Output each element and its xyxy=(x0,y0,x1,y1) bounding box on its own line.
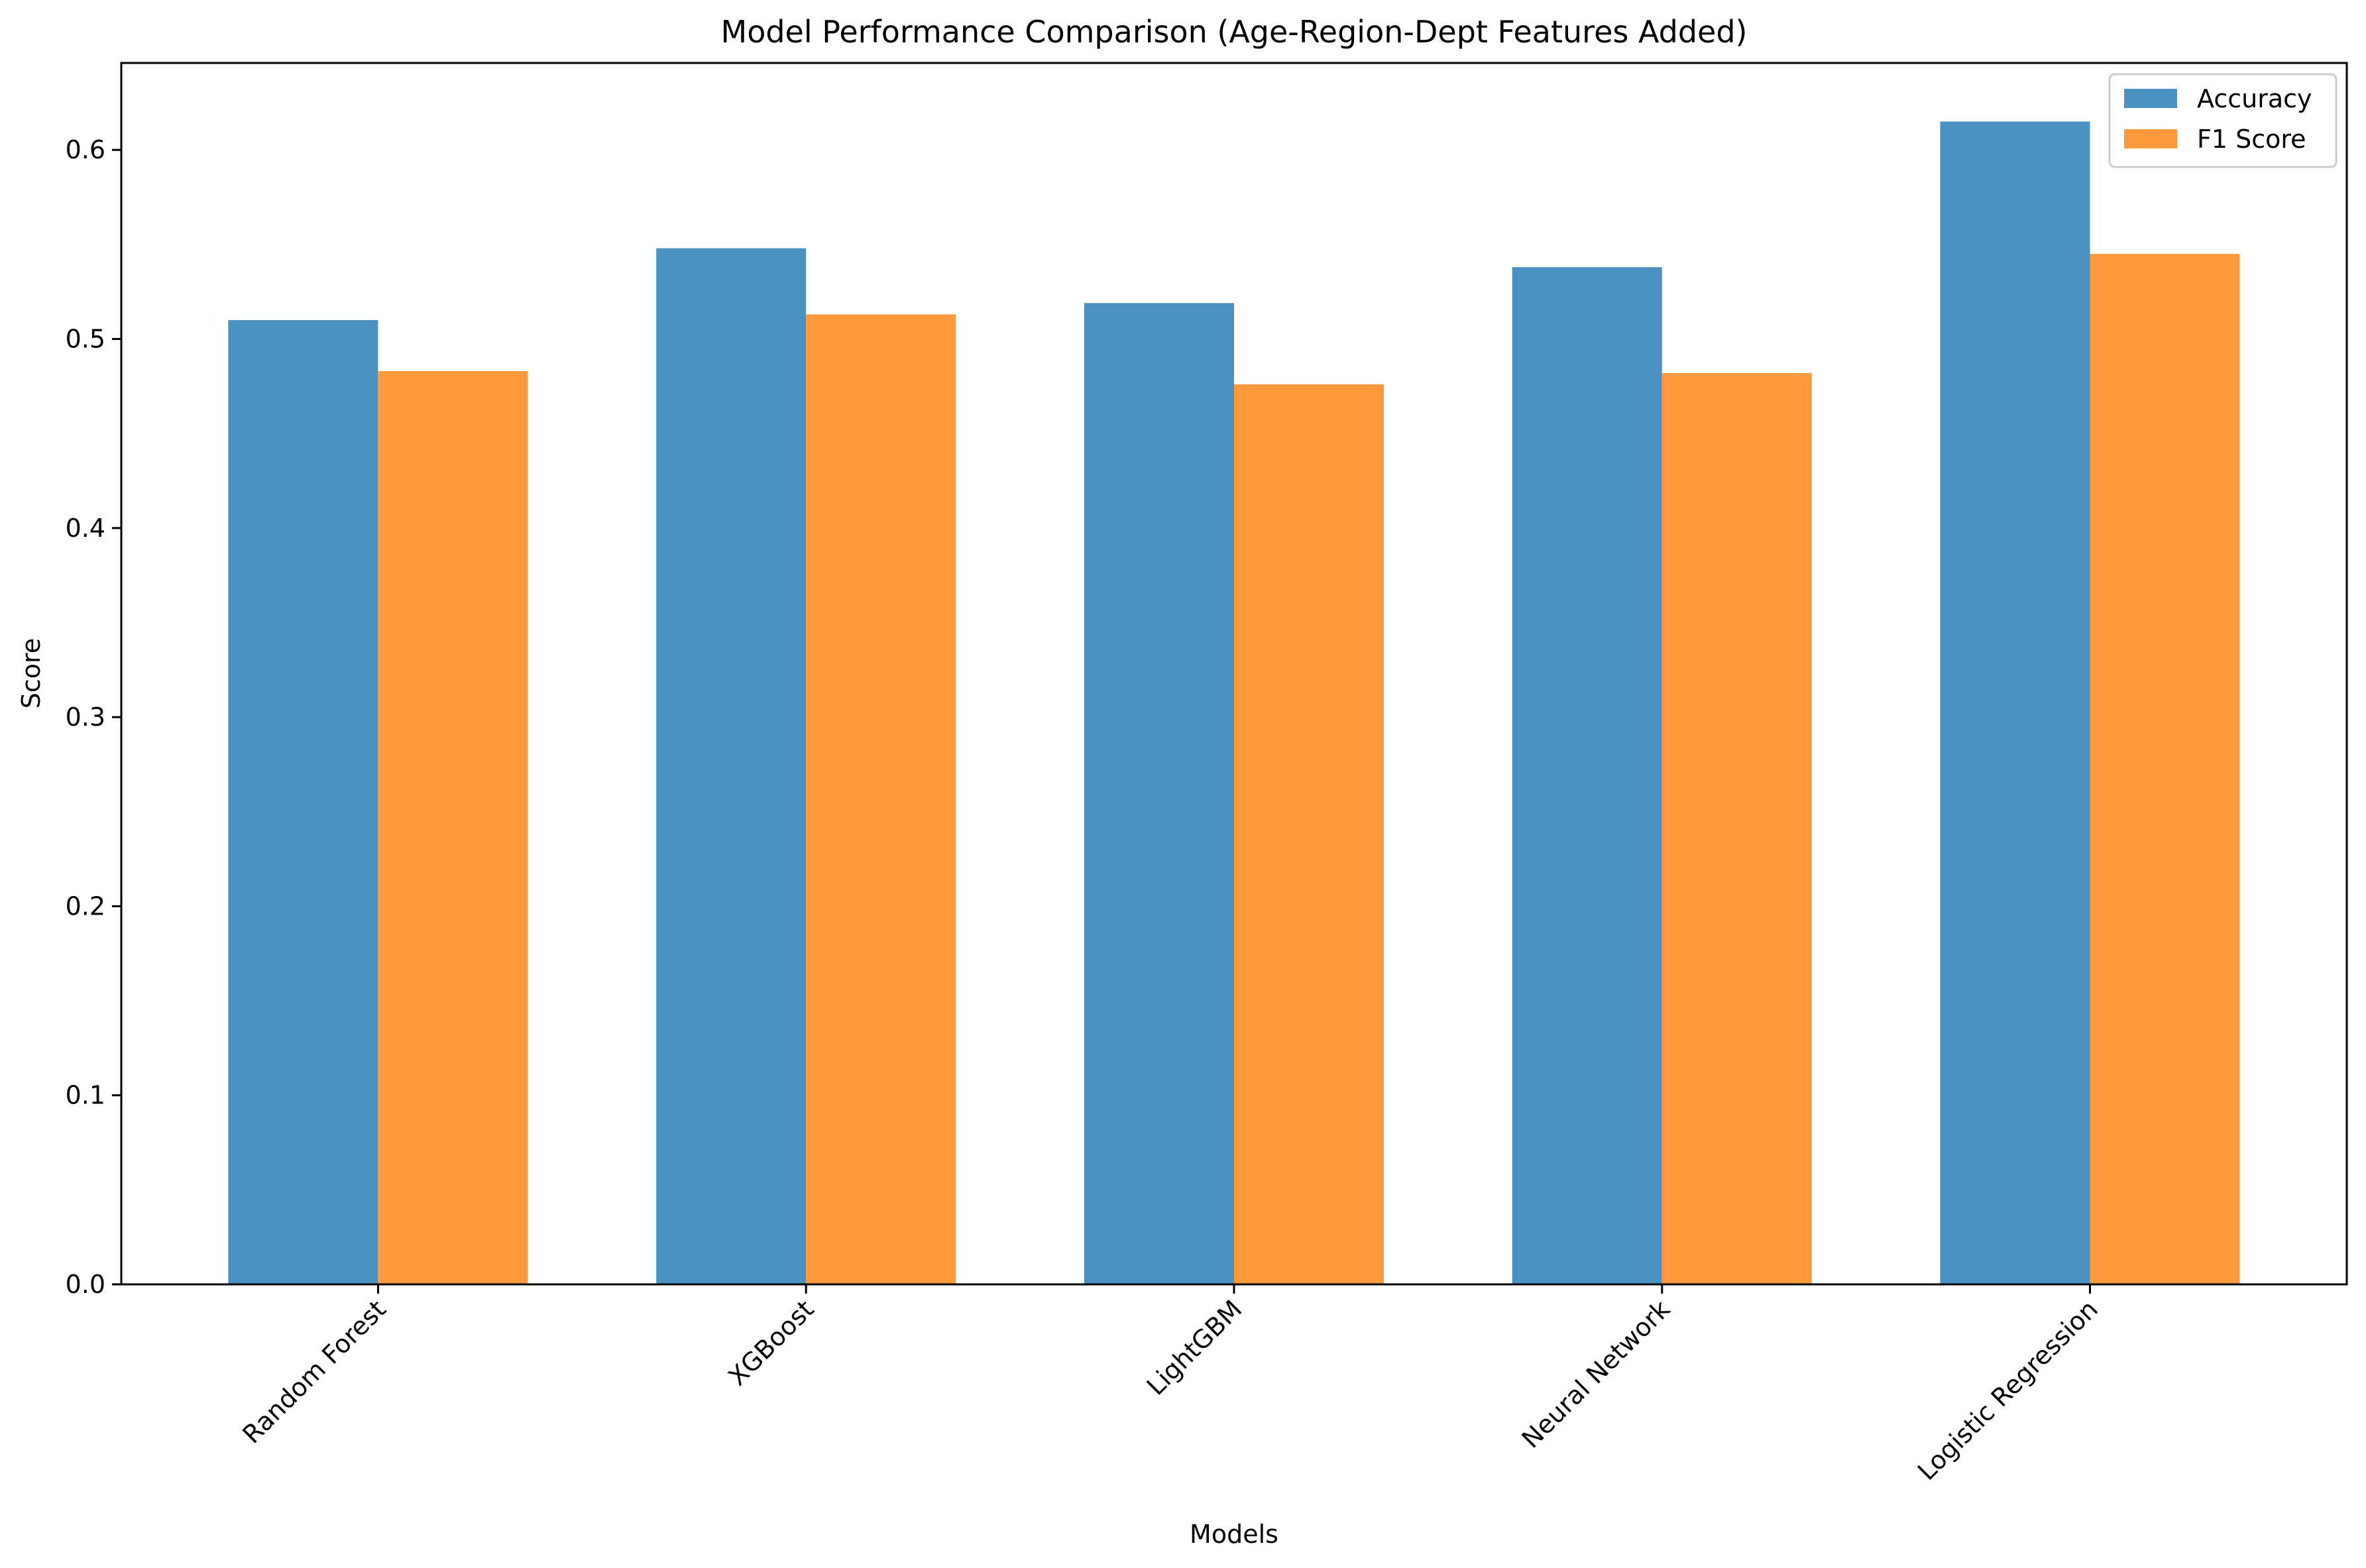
bar-f1-score-lightgbm xyxy=(1234,384,1384,1284)
legend-label-accuracy: Accuracy xyxy=(2197,84,2312,113)
bar-f1-score-logistic-regression xyxy=(2090,254,2240,1285)
legend-swatch-accuracy xyxy=(2124,89,2177,108)
plot-frame xyxy=(120,62,2348,1286)
legend-label-f1-score: F1 Score xyxy=(2197,125,2306,154)
bar-f1-score-neural-network xyxy=(1662,372,1812,1284)
y-tick-label: 0.0 xyxy=(66,1270,105,1299)
chart-title: Model Performance Comparison (Age-Region… xyxy=(721,14,1748,50)
bar-accuracy-xgboost xyxy=(656,248,807,1285)
legend: Accuracy F1 Score xyxy=(2108,73,2338,168)
y-tick-label: 0.2 xyxy=(66,891,105,921)
y-tick-label: 0.6 xyxy=(66,135,105,164)
legend-swatch-f1-score xyxy=(2124,129,2177,148)
bar-f1-score-xgboost xyxy=(806,314,956,1284)
y-tick-label: 0.5 xyxy=(66,325,105,354)
bar-accuracy-neural-network xyxy=(1512,267,1662,1285)
bar-accuracy-logistic-regression xyxy=(1940,121,2090,1284)
y-tick-label: 0.4 xyxy=(66,514,105,543)
y-tick-label: 0.3 xyxy=(66,702,105,732)
bar-f1-score-random-forest xyxy=(378,371,528,1284)
y-axis-label: Score xyxy=(17,638,46,708)
bar-accuracy-lightgbm xyxy=(1084,303,1234,1284)
x-axis-label: Models xyxy=(1190,1520,1278,1549)
y-tick-label: 0.1 xyxy=(66,1081,105,1110)
y-axis: 0.0 0.1 0.2 0.3 0.4 0.5 0.6 xyxy=(66,135,121,1299)
bar-accuracy-random-forest xyxy=(228,320,378,1284)
bars-group xyxy=(228,121,2240,1285)
